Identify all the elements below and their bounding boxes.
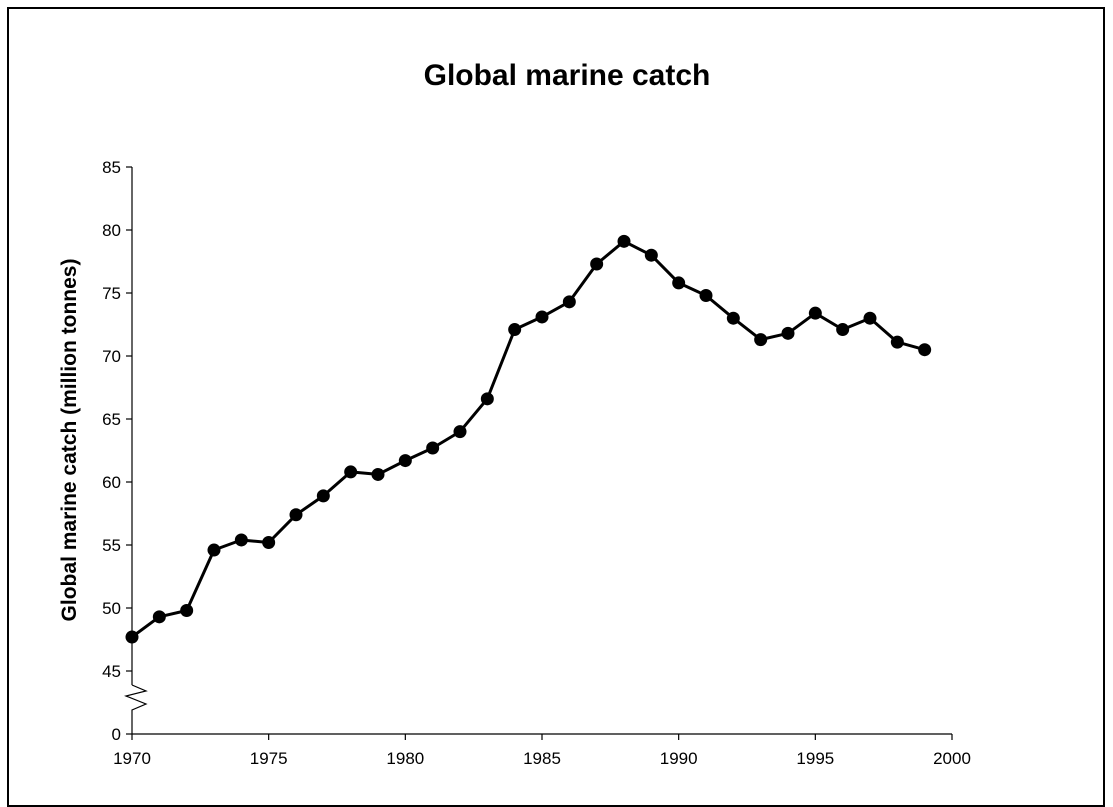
data-point xyxy=(781,326,795,340)
data-point xyxy=(754,333,768,347)
data-point xyxy=(289,508,303,522)
data-point xyxy=(453,425,467,439)
y-tick-label: 65 xyxy=(102,410,121,429)
y-tick-label: 70 xyxy=(102,347,121,366)
data-point xyxy=(617,234,631,248)
data-point xyxy=(152,610,166,624)
data-point xyxy=(371,467,385,481)
data-point xyxy=(262,535,276,549)
y-tick-label: 75 xyxy=(102,284,121,303)
data-point xyxy=(644,248,658,262)
x-tick-labels: 1970 1975 1980 1985 1990 1995 2000 xyxy=(113,749,971,768)
data-point xyxy=(918,343,932,357)
data-series xyxy=(125,234,932,644)
data-point xyxy=(836,323,850,337)
series-line xyxy=(131,239,926,639)
data-point xyxy=(316,489,330,503)
data-point xyxy=(726,311,740,325)
data-point xyxy=(672,276,686,290)
y-tick-label-zero: 0 xyxy=(112,725,121,744)
y-tick-label: 45 xyxy=(102,662,121,681)
data-point xyxy=(562,295,576,309)
y-tick-labels: 45 50 55 60 65 70 75 80 85 0 xyxy=(102,158,121,744)
data-point xyxy=(535,310,549,324)
chart-title: Global marine catch xyxy=(424,59,711,92)
data-point xyxy=(480,392,494,406)
y-tick-label: 60 xyxy=(102,473,121,492)
x-tick-label: 1975 xyxy=(250,749,288,768)
data-point xyxy=(890,335,904,349)
x-tick-label: 1970 xyxy=(113,749,151,768)
data-point xyxy=(180,604,194,618)
y-axis-break xyxy=(124,684,148,734)
x-tick-label: 1980 xyxy=(386,749,424,768)
data-point xyxy=(699,289,713,303)
y-tick-label: 50 xyxy=(102,599,121,618)
x-tick-label: 1985 xyxy=(523,749,561,768)
axes xyxy=(124,166,953,740)
data-point xyxy=(398,454,412,468)
y-tick-label: 80 xyxy=(102,221,121,240)
data-point xyxy=(426,441,440,455)
data-point xyxy=(207,543,221,557)
y-axis-label: Global marine catch (million tonnes) xyxy=(58,259,81,622)
y-tick-label: 55 xyxy=(102,536,121,555)
x-tick-label: 2000 xyxy=(933,749,971,768)
x-tick-label: 1995 xyxy=(796,749,834,768)
data-point xyxy=(808,306,822,320)
y-tick-label: 85 xyxy=(102,158,121,177)
x-tick-label: 1990 xyxy=(660,749,698,768)
data-point xyxy=(590,257,604,271)
data-point xyxy=(125,630,139,644)
data-point xyxy=(508,323,522,337)
data-point xyxy=(863,311,877,325)
data-point xyxy=(234,533,248,547)
data-point xyxy=(344,465,358,479)
